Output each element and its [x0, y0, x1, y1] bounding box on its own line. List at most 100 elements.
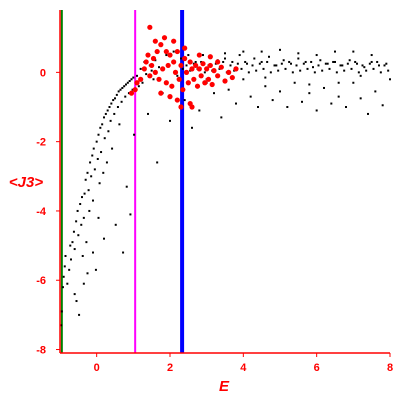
data-point	[324, 62, 327, 65]
data-point	[79, 203, 82, 206]
data-point	[111, 147, 114, 150]
data-point	[258, 62, 261, 65]
data-point	[183, 69, 190, 75]
data-point	[180, 87, 186, 93]
data-point	[315, 54, 318, 57]
data-point	[356, 62, 358, 65]
data-point	[337, 81, 340, 84]
data-point	[378, 64, 380, 67]
data-point	[92, 147, 95, 150]
data-point	[277, 69, 280, 72]
data-point	[147, 24, 153, 30]
data-point	[86, 272, 89, 275]
data-point	[64, 254, 67, 257]
data-point	[176, 74, 179, 77]
data-point	[290, 62, 292, 65]
data-point	[271, 99, 274, 102]
data-point	[198, 109, 201, 112]
data-point	[385, 62, 388, 65]
data-point	[242, 78, 245, 81]
data-point	[121, 86, 124, 89]
data-point	[191, 76, 197, 82]
data-point	[302, 62, 305, 65]
data-point	[158, 90, 164, 96]
data-point	[181, 67, 184, 70]
data-point	[247, 71, 250, 74]
data-point	[222, 78, 228, 84]
data-point	[109, 119, 112, 122]
data-point	[62, 275, 65, 278]
data-point	[187, 59, 193, 65]
data-point	[321, 69, 324, 72]
data-point	[319, 59, 322, 62]
data-point	[100, 151, 103, 154]
data-point	[246, 62, 248, 65]
data-point	[116, 106, 119, 109]
data-point	[94, 268, 97, 271]
data-point	[242, 50, 245, 53]
data-point	[291, 71, 294, 74]
data-point	[152, 38, 158, 44]
data-point	[211, 68, 217, 74]
data-point	[60, 310, 63, 313]
data-point	[165, 54, 168, 57]
data-point	[299, 69, 302, 72]
data-point	[180, 57, 182, 60]
data-point	[187, 100, 193, 107]
data-point	[224, 57, 226, 60]
data-point	[156, 161, 159, 164]
data-point	[317, 64, 320, 67]
data-point	[125, 83, 127, 86]
data-point	[86, 171, 89, 174]
data-point	[196, 66, 202, 72]
data-point	[75, 300, 78, 303]
data-point	[106, 109, 109, 112]
y-tick-label: -6	[36, 275, 46, 287]
data-point	[229, 74, 235, 81]
data-point	[90, 175, 93, 178]
data-point	[383, 64, 386, 67]
data-point	[156, 76, 162, 82]
data-point	[304, 60, 307, 63]
data-point	[297, 52, 300, 55]
data-point	[63, 265, 66, 268]
data-point	[137, 85, 140, 88]
data-point	[104, 112, 107, 115]
data-point	[310, 60, 313, 63]
data-point	[185, 64, 188, 67]
data-point	[282, 59, 285, 62]
data-point	[171, 59, 177, 65]
data-point	[273, 64, 276, 67]
data-point	[112, 99, 115, 102]
data-point	[158, 42, 164, 48]
data-point	[178, 62, 184, 69]
data-point	[119, 88, 122, 91]
data-point	[136, 74, 138, 77]
data-point	[235, 102, 237, 105]
data-point	[108, 106, 111, 109]
vertical-lines	[60, 10, 185, 353]
data-point	[207, 62, 213, 69]
data-point	[91, 154, 94, 157]
data-point	[284, 67, 287, 70]
data-point	[361, 64, 364, 67]
x-tick-label: 4	[240, 362, 247, 374]
data-point	[167, 52, 173, 58]
data-point	[133, 133, 136, 136]
data-point	[313, 71, 316, 74]
data-point	[81, 196, 83, 199]
data-point	[122, 251, 125, 254]
data-point	[308, 83, 311, 86]
data-point	[149, 62, 155, 69]
data-point	[260, 50, 263, 53]
data-point	[295, 64, 298, 67]
data-point	[73, 248, 76, 251]
data-point	[130, 78, 133, 81]
data-point	[343, 69, 346, 72]
data-point	[124, 95, 127, 98]
data-point	[286, 106, 289, 109]
data-point	[335, 71, 338, 74]
data-point	[182, 55, 188, 62]
data-point	[123, 85, 126, 88]
data-point	[141, 81, 144, 84]
